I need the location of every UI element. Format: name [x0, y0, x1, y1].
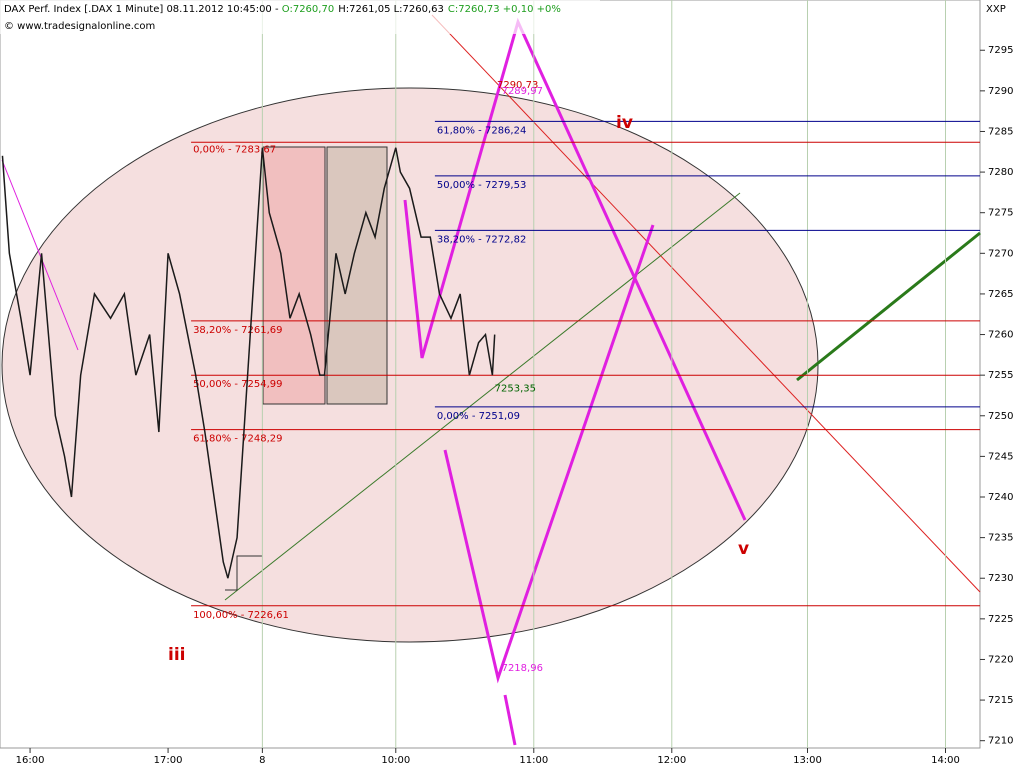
x-tick-label: 16:00 [16, 755, 45, 766]
trend-line [225, 555, 262, 591]
y-tick-label: 7290 [988, 86, 1013, 97]
y-tick-label: 7245 [988, 451, 1013, 462]
header-open: O:7260,70 [282, 4, 334, 15]
x-tick-label: 12:00 [657, 755, 686, 766]
wave-line [403, 17, 747, 521]
price-line [1, 147, 496, 579]
y-tick-label: 7260 [988, 330, 1013, 341]
price-label: 7253,35 [495, 384, 536, 395]
wave-label: iii [168, 645, 185, 665]
x-tick-label: 10:00 [381, 755, 410, 766]
wave-label: v [738, 539, 749, 559]
wave-line [503, 694, 517, 746]
wave-label: iv [616, 113, 633, 133]
fib-label: 38,20% - 7272,82 [437, 234, 526, 245]
axis-label: XXP [986, 4, 1006, 15]
x-tick-label: 17:00 [154, 755, 183, 766]
y-tick-label: 7220 [988, 654, 1013, 665]
x-tick-label: 8 [259, 755, 265, 766]
x-tick-label: 11:00 [519, 755, 548, 766]
trend-line [431, 14, 981, 593]
y-tick-label: 7250 [988, 411, 1013, 422]
x-tick-label: 13:00 [793, 755, 822, 766]
price-label: 7289,97 [502, 86, 543, 97]
y-tick-label: 7270 [988, 248, 1013, 259]
box [326, 146, 388, 405]
fib-label: 50,00% - 7279,53 [437, 180, 526, 191]
x-tick-label: 14:00 [931, 755, 960, 766]
ellipse [1, 87, 819, 643]
wave-line [443, 224, 655, 684]
y-tick-label: 7215 [988, 695, 1013, 706]
header-symbol: DAX Perf. Index [.DAX 1 Minute] 08.11.20… [4, 4, 282, 15]
copyright: © www.tradesignalonline.com [4, 21, 155, 32]
fib-label: 100,00% - 7226,61 [193, 610, 289, 621]
price-label: 7290,73 [497, 80, 538, 91]
y-tick-label: 7235 [988, 533, 1013, 544]
fib-label: 61,80% - 7248,29 [193, 434, 282, 445]
header: DAX Perf. Index [.DAX 1 Minute] 08.11.20… [4, 4, 561, 15]
fib-label: 38,20% - 7261,69 [193, 325, 282, 336]
fib-label: 0,00% - 7283,67 [193, 144, 276, 155]
box [262, 146, 326, 405]
y-tick-label: 7275 [988, 208, 1013, 219]
y-tick-label: 7265 [988, 289, 1013, 300]
fib-label: 0,00% - 7251,09 [437, 411, 520, 422]
y-tick-label: 7230 [988, 573, 1013, 584]
fib-label: 61,80% - 7286,24 [437, 125, 526, 136]
y-tick-label: 7285 [988, 126, 1013, 137]
y-tick-label: 7210 [988, 736, 1013, 747]
wave-line [1, 159, 79, 351]
y-tick-label: 7280 [988, 167, 1013, 178]
trend-line [796, 231, 981, 382]
fib-label: 50,00% - 7254,99 [193, 379, 282, 390]
y-tick-label: 7295 [988, 45, 1013, 56]
y-tick-label: 7240 [988, 492, 1013, 503]
header-bg [0, 0, 600, 34]
header-close: C:7260,73 +0,10 +0% [448, 4, 561, 15]
y-tick-label: 7225 [988, 614, 1013, 625]
price-label: 7218,96 [502, 663, 543, 674]
trend-line [224, 192, 741, 601]
y-tick-label: 7255 [988, 370, 1013, 381]
header-high-low: H:7261,05 L:7260,63 [338, 4, 444, 15]
